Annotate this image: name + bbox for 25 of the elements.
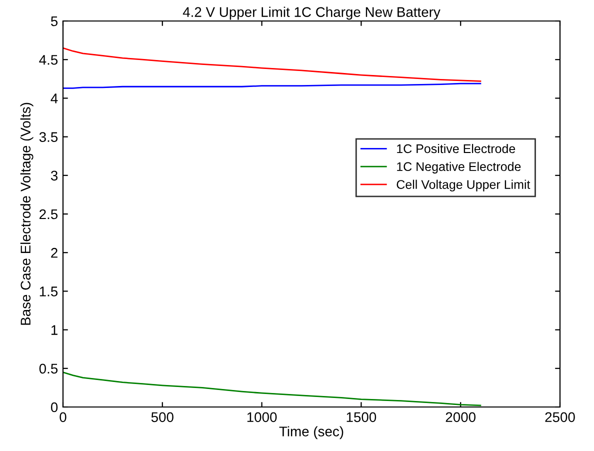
y-tick-label: 4 bbox=[50, 94, 58, 104]
legend-label: 1C Negative Electrode bbox=[397, 162, 521, 174]
chart-title: 4.2 V Upper Limit 1C Charge New Battery bbox=[182, 6, 440, 20]
x-tick-label: 1500 bbox=[346, 412, 376, 422]
y-tick-label: 2 bbox=[51, 248, 58, 258]
x-axis-title: Time (sec) bbox=[279, 426, 344, 440]
x-tick-label: 2500 bbox=[545, 412, 575, 422]
y-tick-label: 1.5 bbox=[40, 286, 58, 296]
x-tick-label: 1000 bbox=[247, 412, 277, 422]
y-tick-label: 3 bbox=[50, 170, 58, 181]
legend-label: 1C Positive Electrode bbox=[397, 144, 516, 154]
y-tick-label: 0 bbox=[50, 402, 58, 412]
line-series bbox=[63, 372, 482, 406]
x-tick-label: 500 bbox=[151, 412, 174, 422]
y-tick-label: 2.5 bbox=[40, 209, 58, 220]
y-tick-label: 5 bbox=[50, 16, 58, 26]
y-axis-title: Base Case Electrode Voltage (Volts) bbox=[20, 102, 34, 325]
y-tick-label: 3.5 bbox=[39, 132, 58, 142]
y-tick-label: 0.5 bbox=[39, 364, 58, 374]
x-tick-label: 2000 bbox=[446, 412, 476, 422]
x-tick-label: 0 bbox=[60, 412, 66, 422]
y-tick-label: 1 bbox=[51, 325, 58, 335]
y-tick-label: 4.5 bbox=[39, 55, 58, 65]
line-series bbox=[63, 47, 482, 82]
legend-label: Cell Voltage Upper Limit bbox=[396, 180, 530, 192]
